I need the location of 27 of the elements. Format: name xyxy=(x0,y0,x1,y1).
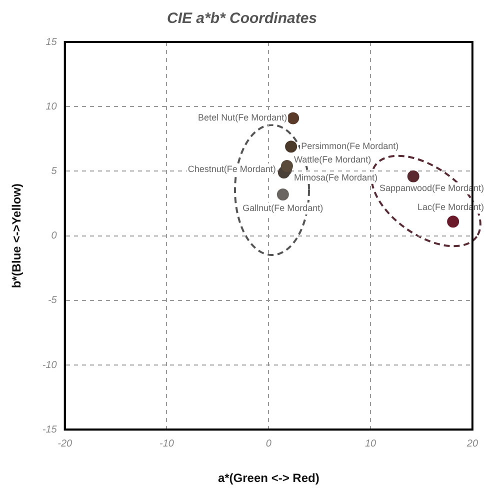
y-tick-label: -15 xyxy=(42,424,58,436)
x-tick-label: 10 xyxy=(364,438,377,450)
y-tick-label: 15 xyxy=(46,36,58,48)
y-tick-label: -10 xyxy=(42,360,58,371)
series-label: Gallnut(Fe Mordant) xyxy=(242,202,324,213)
point xyxy=(280,160,293,172)
point xyxy=(447,216,460,228)
y-axis-title: b*(Blue <->Yellow) xyxy=(10,183,24,288)
point xyxy=(276,188,289,200)
y-tick-label: -5 xyxy=(48,295,58,306)
x-axis-title: a*(Green <-> Red) xyxy=(218,471,320,486)
point xyxy=(287,112,300,124)
chart-title: CIE a*b* Coordinates xyxy=(166,10,318,28)
x-tick-label: -20 xyxy=(58,438,73,450)
y-tick-label: 5 xyxy=(51,166,58,177)
series-label: Persimmon(Fe Mordant) xyxy=(301,141,399,152)
series-label: Mimosa(Fe Mordant) xyxy=(294,172,378,182)
point xyxy=(285,140,298,153)
series-label: Chestnut(Fe Mordant) xyxy=(188,164,276,174)
x-tick-label: 20 xyxy=(466,438,478,450)
point xyxy=(407,170,420,182)
x-tick-label: -10 xyxy=(160,438,174,450)
series-label: Betel Nut(Fe Mordant) xyxy=(198,112,288,123)
y-tick-label: 0 xyxy=(51,230,58,242)
x-tick-label: 0 xyxy=(266,438,272,450)
series-label: Wattle(Fe Mordant) xyxy=(294,154,372,165)
y-tick-label: 10 xyxy=(46,101,58,112)
